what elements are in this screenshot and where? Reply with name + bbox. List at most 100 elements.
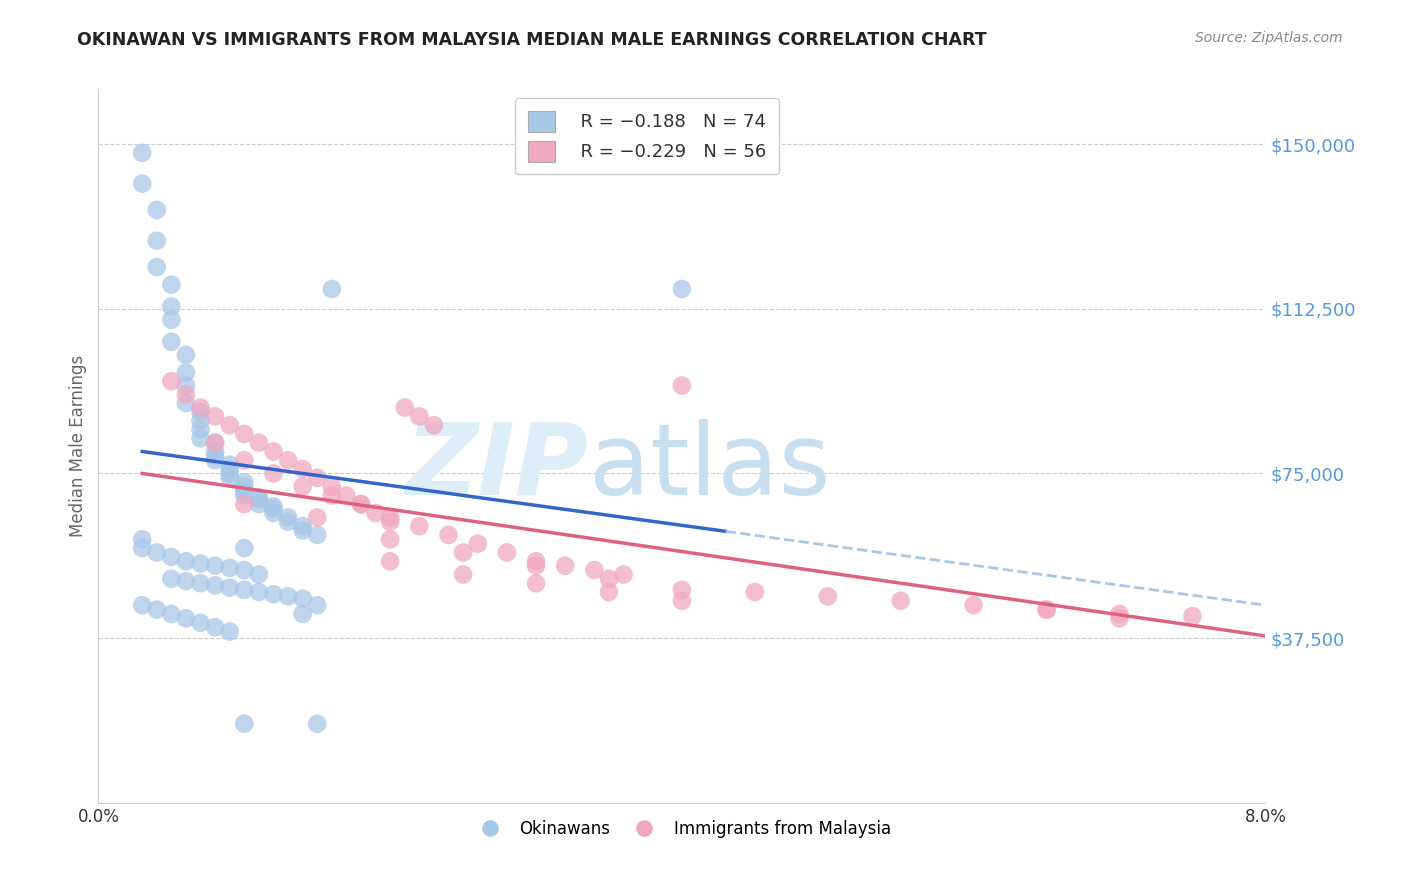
Point: [146, 545, 169, 559]
Point: [146, 202, 169, 217]
Point: [218, 471, 240, 485]
Point: [218, 581, 240, 595]
Point: [204, 620, 226, 634]
Point: [612, 567, 634, 582]
Point: [218, 462, 240, 476]
Point: [174, 366, 197, 380]
Point: [247, 585, 270, 599]
Point: [423, 418, 446, 433]
Text: Source: ZipAtlas.com: Source: ZipAtlas.com: [1195, 31, 1343, 45]
Point: [233, 497, 256, 511]
Point: [335, 488, 357, 502]
Point: [524, 576, 547, 591]
Point: [394, 401, 416, 415]
Point: [380, 515, 402, 529]
Text: ZIP: ZIP: [405, 419, 589, 516]
Point: [174, 611, 197, 625]
Point: [277, 453, 299, 467]
Point: [233, 475, 256, 490]
Point: [350, 497, 373, 511]
Point: [744, 585, 766, 599]
Point: [262, 500, 284, 514]
Point: [160, 549, 183, 564]
Point: [190, 431, 212, 445]
Point: [146, 602, 169, 616]
Point: [890, 594, 912, 608]
Point: [160, 607, 183, 621]
Point: [671, 594, 693, 608]
Point: [1181, 609, 1204, 624]
Point: [204, 449, 226, 463]
Point: [247, 567, 270, 582]
Point: [467, 537, 489, 551]
Point: [307, 528, 329, 542]
Point: [262, 587, 284, 601]
Y-axis label: Median Male Earnings: Median Male Earnings: [69, 355, 87, 537]
Point: [146, 260, 169, 274]
Point: [671, 282, 693, 296]
Point: [233, 488, 256, 502]
Point: [131, 177, 153, 191]
Point: [174, 378, 197, 392]
Point: [160, 312, 183, 326]
Point: [408, 409, 430, 424]
Point: [160, 277, 183, 292]
Point: [671, 582, 693, 597]
Point: [218, 458, 240, 472]
Point: [262, 506, 284, 520]
Point: [174, 574, 197, 588]
Legend: Okinawans, Immigrants from Malaysia: Okinawans, Immigrants from Malaysia: [467, 814, 897, 845]
Point: [817, 590, 839, 604]
Point: [204, 435, 226, 450]
Point: [1035, 602, 1057, 616]
Point: [307, 471, 329, 485]
Point: [291, 524, 314, 538]
Point: [671, 378, 693, 392]
Point: [380, 554, 402, 568]
Point: [451, 567, 474, 582]
Point: [146, 234, 169, 248]
Point: [218, 624, 240, 639]
Point: [233, 480, 256, 494]
Point: [174, 396, 197, 410]
Point: [190, 423, 212, 437]
Point: [364, 506, 387, 520]
Point: [131, 598, 153, 612]
Point: [204, 578, 226, 592]
Point: [174, 554, 197, 568]
Point: [262, 467, 284, 481]
Point: [190, 576, 212, 591]
Point: [291, 480, 314, 494]
Point: [962, 598, 984, 612]
Point: [380, 533, 402, 547]
Text: OKINAWAN VS IMMIGRANTS FROM MALAYSIA MEDIAN MALE EARNINGS CORRELATION CHART: OKINAWAN VS IMMIGRANTS FROM MALAYSIA MED…: [77, 31, 987, 49]
Point: [174, 348, 197, 362]
Text: atlas: atlas: [589, 419, 830, 516]
Point: [174, 387, 197, 401]
Point: [307, 716, 329, 731]
Point: [321, 282, 343, 296]
Point: [262, 444, 284, 458]
Point: [233, 582, 256, 597]
Point: [160, 572, 183, 586]
Point: [380, 510, 402, 524]
Point: [190, 405, 212, 419]
Point: [437, 528, 460, 542]
Point: [291, 462, 314, 476]
Point: [277, 590, 299, 604]
Point: [131, 533, 153, 547]
Point: [204, 444, 226, 458]
Point: [1108, 607, 1130, 621]
Point: [554, 558, 576, 573]
Point: [131, 541, 153, 555]
Point: [160, 374, 183, 388]
Point: [408, 519, 430, 533]
Point: [277, 515, 299, 529]
Point: [350, 497, 373, 511]
Point: [233, 453, 256, 467]
Point: [262, 501, 284, 516]
Point: [190, 401, 212, 415]
Point: [233, 426, 256, 441]
Point: [233, 716, 256, 731]
Point: [233, 541, 256, 555]
